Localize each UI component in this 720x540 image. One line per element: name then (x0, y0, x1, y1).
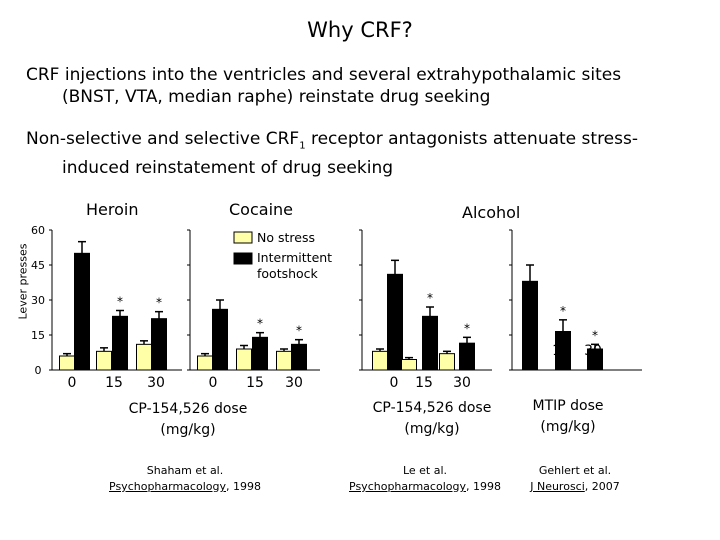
slide-title: Why CRF? (307, 18, 413, 42)
y-tick-label-0: 0 (35, 364, 42, 377)
y-tick-label-15: 15 (31, 329, 45, 342)
bar-cocaine-15-no-stress (236, 348, 252, 371)
bullet-1: CRF injections into the ventricles and s… (26, 64, 706, 108)
citation-1-authors: Shaham et al. (146, 464, 224, 477)
citation-1-journal: Psychopharmacology (109, 480, 226, 493)
bar-alcohol-0-no-stress (372, 350, 388, 371)
bullet-1-line2: (BNST, VTA, median raphe) reinstate drug… (62, 87, 491, 107)
dose-label-3-line2: (mg/kg) (540, 419, 596, 435)
bar-cocaine-15-footshock (252, 336, 268, 371)
bar-heroin-30-footshock (151, 318, 167, 371)
heroin-panel-label: Heroin (86, 200, 139, 219)
bar-heroin-30-no-stress (136, 343, 152, 371)
citation-1-year: , 1998 (225, 480, 261, 493)
x-tick-label-mtip-15: 15 (552, 343, 570, 359)
dose-label-3: MTIP dose (mg/kg) (508, 396, 628, 438)
bar-cocaine-0-no-stress (197, 355, 213, 371)
citation-3: Gehlert et al. J Neurosci, 2007 (515, 463, 635, 495)
bar-cocaine-30-no-stress (276, 350, 292, 371)
y-tick-label-45: 45 (31, 259, 45, 272)
bullet-1-line1: CRF injections into the ventricles and s… (26, 65, 622, 85)
citation-2-authors: Le et al. (402, 464, 448, 477)
legend-label-footshock-line2: footshock (257, 266, 319, 281)
y-tick-label-60: 60 (31, 224, 45, 237)
dose-label-3-line1: MTIP dose (532, 398, 604, 414)
alcohol-panel-label: Alcohol (462, 203, 521, 222)
y-tick-label-30: 30 (31, 294, 45, 307)
x-tick-label-heroin-15: 15 (105, 375, 123, 391)
bar-heroin-15-no-stress (96, 350, 112, 371)
legend-swatch-footshock (233, 252, 253, 265)
dose-label-2-line1: CP-154,526 dose (372, 400, 492, 416)
significance-star-2-2: * (464, 321, 470, 335)
x-tick-label-alcohol-0: 0 (390, 375, 399, 391)
legend-label-no-stress: No stress (257, 230, 315, 245)
legend-label-footshock-line1: Intermittent (257, 250, 332, 265)
x-tick-label-alcohol-30: 30 (453, 375, 471, 391)
significance-star-2-1: * (427, 291, 433, 305)
bullet-2-line1-post: receptor antagonists attenuate stress- (305, 129, 638, 149)
citation-3-journal: J Neurosci (530, 480, 585, 493)
significance-star-0-2: * (156, 296, 162, 310)
dose-label-2: CP-154,526 dose (mg/kg) (362, 398, 502, 440)
bar-alcohol-0-footshock (387, 273, 403, 371)
x-tick-label-cocaine-30: 30 (285, 375, 303, 391)
citation-2-journal: Psychopharmacology (349, 480, 466, 493)
cocaine-panel-label: Cocaine (229, 200, 293, 219)
citation-3-authors: Gehlert et al. (538, 464, 612, 477)
citation-2: Le et al. Psychopharmacology, 1998 (345, 463, 505, 495)
significance-star-1-2: * (296, 324, 302, 338)
bar-alcohol-15-no-stress (401, 359, 417, 371)
dose-label-1-line1: CP-154,526 dose (128, 401, 248, 417)
crf1-subscript: 1 (299, 140, 306, 152)
bullet-2-line2: induced reinstatement of drug seeking (62, 158, 394, 179)
bullet-2: Non-selective and selective CRF1 recepto… (26, 128, 706, 179)
dose-label-2-line2: (mg/kg) (404, 421, 460, 437)
significance-star-1-1: * (257, 317, 263, 331)
citation-2-year: , 1998 (465, 480, 501, 493)
bar-cocaine-30-footshock (291, 343, 307, 371)
bar-alcohol-30-footshock (459, 342, 475, 371)
x-tick-label-cocaine-0: 0 (209, 375, 218, 391)
bullet-2-line1-pre: Non-selective and selective CRF (26, 129, 300, 149)
significance-star-3-2: * (592, 328, 598, 342)
citation-3-year: , 2007 (584, 480, 620, 493)
significance-star-3-1: * (560, 304, 566, 318)
citation-1: Shaham et al. Psychopharmacology, 1998 (100, 463, 270, 495)
significance-star-0-1: * (117, 295, 123, 309)
bar-heroin-15-footshock (112, 315, 128, 371)
x-tick-label-alcohol-15: 15 (415, 375, 433, 391)
x-tick-label-mtip-30: 30 (584, 343, 602, 359)
dose-label-1: CP-154,526 dose (mg/kg) (118, 399, 258, 441)
dose-label-1-line2: (mg/kg) (160, 422, 216, 438)
bar-heroin-0-no-stress (59, 355, 75, 371)
x-tick-label-mtip-0: 0 (527, 343, 536, 359)
x-tick-label-heroin-0: 0 (68, 375, 77, 391)
legend-swatch-no-stress (233, 231, 253, 244)
bar-alcohol-15-footshock (422, 315, 438, 371)
bar-cocaine-0-footshock (212, 308, 228, 371)
x-tick-label-cocaine-15: 15 (246, 375, 264, 391)
x-tick-label-heroin-30: 30 (147, 375, 165, 391)
bar-heroin-0-footshock (74, 252, 90, 371)
bar-alcohol-30-no-stress (439, 353, 455, 371)
